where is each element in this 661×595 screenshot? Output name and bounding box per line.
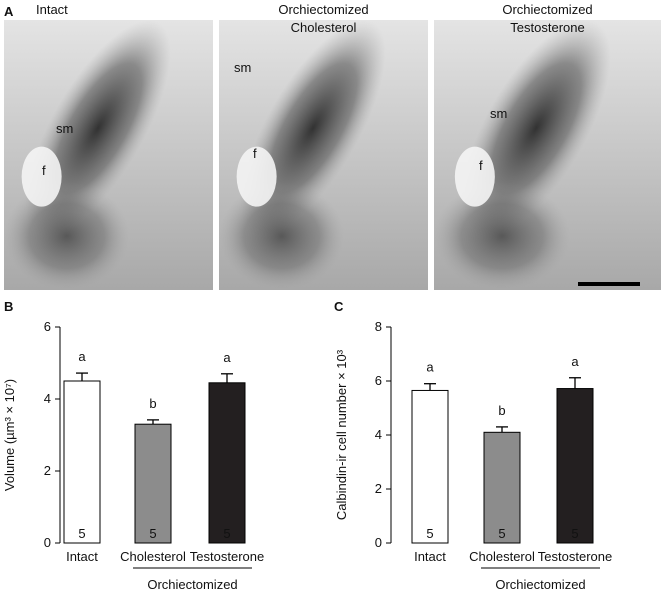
significance-letter: a: [223, 350, 231, 365]
y-axis-title: Volume (µm³ × 10⁷): [2, 379, 17, 491]
region-label: sm: [234, 60, 251, 75]
bar: [411, 389, 449, 544]
stained-region: [3, 182, 130, 290]
stained-region: [25, 20, 171, 236]
region-label: sm: [490, 106, 507, 121]
stained-region: [219, 182, 345, 290]
region-label: sm: [56, 121, 73, 136]
significance-letter: a: [426, 360, 434, 375]
group-label: Orchiectomized: [147, 577, 237, 592]
x-tick-label: Cholesterol: [469, 549, 535, 564]
fornix: [21, 146, 62, 207]
region-label: f: [42, 163, 46, 178]
bar: [556, 388, 594, 544]
n-label: 5: [78, 526, 85, 541]
fornix: [236, 146, 277, 207]
micrograph: [434, 19, 661, 290]
significance-letter: b: [149, 396, 156, 411]
micrograph-title: Cholesterol: [291, 20, 357, 35]
micrograph: [219, 20, 428, 290]
y-tick-label: 6: [375, 373, 382, 388]
micrograph-title: Intact: [36, 2, 68, 17]
significance-letter: a: [571, 354, 579, 369]
n-label: 5: [571, 526, 578, 541]
n-label: 5: [149, 526, 156, 541]
group-label: Orchiectomized: [495, 577, 585, 592]
x-tick-label: Intact: [414, 549, 446, 564]
n-label: 5: [223, 526, 230, 541]
x-tick-label: Cholesterol: [120, 549, 186, 564]
significance-letter: b: [498, 403, 505, 418]
bar: [63, 380, 101, 544]
n-label: 5: [426, 526, 433, 541]
significance-letter: a: [78, 349, 86, 364]
stained-region: [240, 20, 386, 236]
region-label: f: [479, 158, 483, 173]
y-tick-label: 0: [44, 535, 51, 550]
panel-label: B: [4, 299, 13, 314]
x-tick-label: Intact: [66, 549, 98, 564]
y-tick-label: 2: [375, 481, 382, 496]
y-tick-label: 0: [375, 535, 382, 550]
y-tick-label: 4: [375, 427, 382, 442]
micrograph: [3, 20, 213, 290]
bar: [208, 382, 246, 544]
micrograph-title: Orchiectomized: [502, 2, 592, 17]
n-label: 5: [498, 526, 505, 541]
stained-region: [434, 182, 571, 290]
y-tick-label: 4: [44, 391, 51, 406]
y-axis-title: Calbindin-ir cell number × 10³: [334, 349, 349, 520]
y-tick-label: 6: [44, 319, 51, 334]
region-label: f: [253, 146, 257, 161]
scale-bar: [578, 282, 640, 286]
y-tick-label: 8: [375, 319, 382, 334]
bar: [134, 423, 172, 544]
micrograph-title: Orchiectomized: [278, 2, 368, 17]
panel-label: A: [4, 4, 14, 19]
fornix: [454, 146, 495, 207]
bar: [483, 431, 521, 544]
panel-label: C: [334, 299, 344, 314]
x-tick-label: Testosterone: [538, 549, 612, 564]
y-tick-label: 2: [44, 463, 51, 478]
micrograph-title: Testosterone: [510, 20, 584, 35]
x-tick-label: Testosterone: [190, 549, 264, 564]
